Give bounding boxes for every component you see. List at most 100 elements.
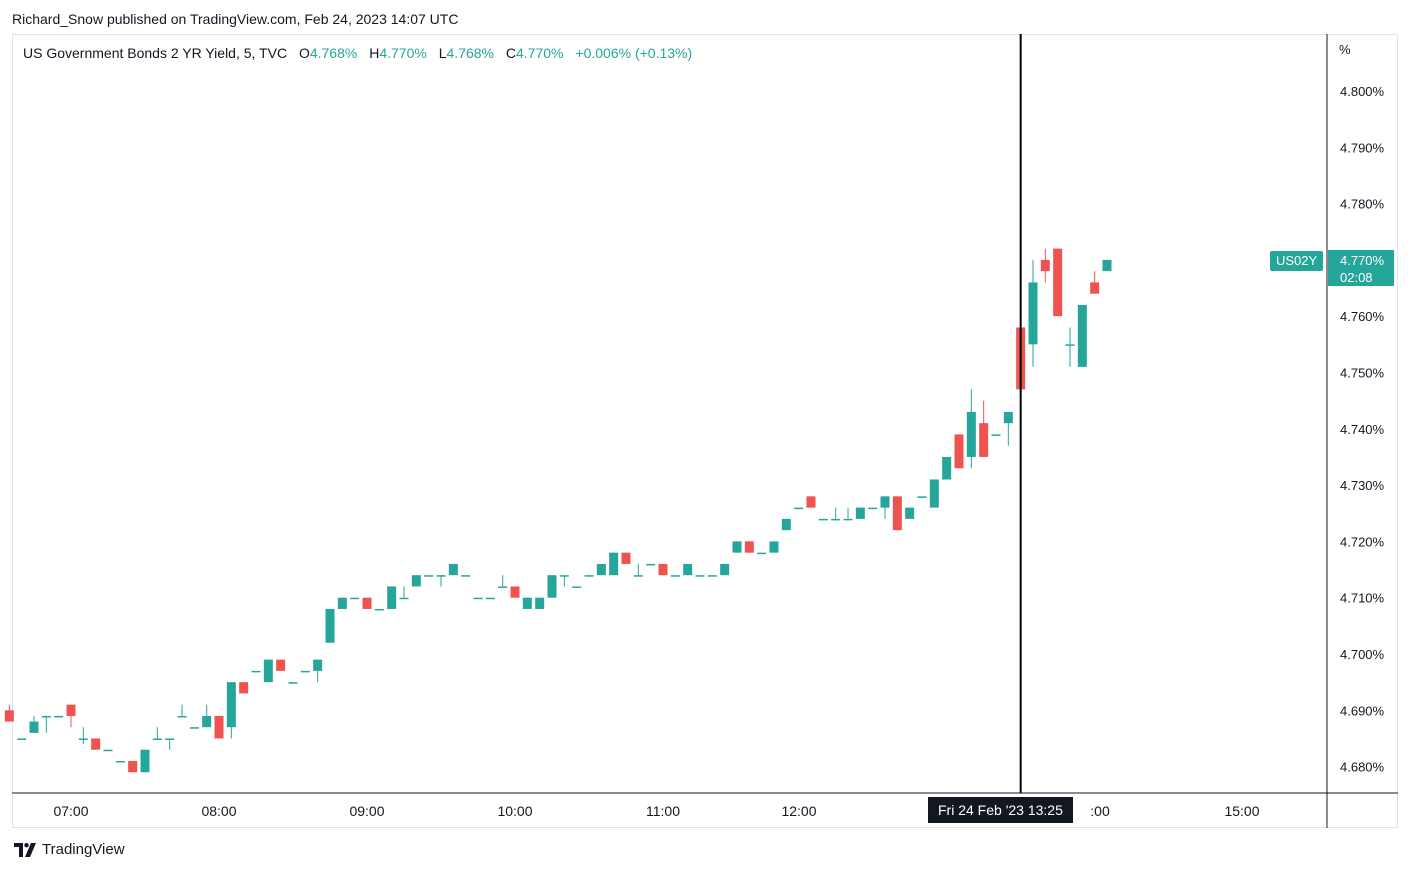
candle-body <box>744 541 754 553</box>
candle-body <box>485 597 495 600</box>
candle-body <box>239 682 249 694</box>
candle-body <box>979 423 989 457</box>
candle-body <box>584 575 594 577</box>
candle-body <box>251 670 261 673</box>
candle-body <box>942 456 952 480</box>
candle-body <box>991 434 1001 436</box>
x-tick-label: 11:00 <box>646 803 680 819</box>
y-tick-label: 4.750% <box>1340 366 1385 381</box>
candle-body <box>288 682 298 684</box>
candle-body <box>461 575 471 577</box>
candle-body <box>1053 248 1063 317</box>
y-tick-label: 4.740% <box>1340 422 1385 437</box>
candle-body <box>91 738 101 750</box>
publisher-line: Richard_Snow published on TradingView.co… <box>12 11 459 27</box>
candle-body <box>325 608 335 643</box>
y-tick-label: 4.760% <box>1340 309 1385 324</box>
tradingview-logo[interactable]: TradingView <box>14 841 125 858</box>
candle-body <box>387 586 397 609</box>
x-tick-label: 08:00 <box>201 803 236 819</box>
candle-body <box>115 760 125 763</box>
candle-body <box>362 597 372 609</box>
candle-body <box>880 496 890 508</box>
symbol-label: US02Y <box>1270 251 1324 271</box>
last-price-value: 4.770% <box>1340 253 1385 268</box>
chart-frame <box>12 34 1398 828</box>
candle-body <box>103 749 113 752</box>
x-tick-label: 09:00 <box>349 803 384 819</box>
candle-body <box>1040 259 1050 272</box>
candle-body <box>350 597 360 600</box>
candle-body <box>905 507 915 519</box>
candle-body <box>510 586 520 598</box>
candle-body <box>300 670 310 673</box>
candles-group <box>4 248 1112 773</box>
last-price-label: 4.770% 02:08 <box>1328 250 1394 286</box>
candle-body <box>411 575 421 587</box>
candle-body <box>707 575 717 577</box>
candle-body <box>522 597 532 609</box>
y-tick-label: 4.690% <box>1340 703 1385 718</box>
legend-low-key: L <box>438 45 447 61</box>
candle-body <box>1102 259 1112 272</box>
candle-body <box>152 738 162 740</box>
legend-title: US Government Bonds 2 YR Yield, 5, TVC <box>23 45 288 61</box>
candle-body <box>757 552 767 555</box>
candle-body <box>41 715 51 718</box>
candle-body <box>1003 411 1013 424</box>
legend-open-key: O <box>298 45 310 61</box>
candle-body <box>177 715 187 718</box>
y-tick-label: 4.780% <box>1340 197 1385 212</box>
candle-body <box>128 760 138 773</box>
x-tick-label: 12:00 <box>781 803 816 819</box>
candle-body <box>831 518 841 521</box>
x-tick-label: :00 <box>1090 803 1110 819</box>
candle-body <box>794 507 804 510</box>
candle-body <box>572 586 582 588</box>
candle-body <box>337 597 347 609</box>
legend-high-key: H <box>369 45 380 61</box>
candle-body <box>29 721 39 733</box>
y-tick-label: 4.680% <box>1340 760 1385 775</box>
candle-body <box>917 496 927 498</box>
crosshair-time-label: Fri 24 Feb '23 13:25 <box>928 797 1073 823</box>
y-tick-label: 4.700% <box>1340 647 1385 662</box>
candle-body <box>621 552 631 564</box>
candle-body <box>263 659 273 683</box>
candle-body <box>855 507 865 519</box>
candle-body <box>448 563 458 576</box>
countdown-value: 02:08 <box>1340 270 1373 285</box>
candle-body <box>399 597 409 600</box>
candle-body <box>165 738 175 740</box>
candle-body <box>670 575 680 577</box>
candle-body <box>276 659 286 671</box>
price-axis: 4.680% 4.690% 4.700% 4.710% 4.720% 4.730% 4.74… <box>1340 84 1385 775</box>
candle-body <box>78 738 88 740</box>
candle-body <box>66 704 76 716</box>
candle-body <box>806 496 816 508</box>
candle-body <box>189 727 199 729</box>
candle-body <box>17 738 27 740</box>
chart-legend: US Government Bonds 2 YR Yield, 5, TVC O… <box>23 45 692 61</box>
legend-close-key: C <box>505 45 517 61</box>
candle-body <box>54 715 64 718</box>
y-tick-label: 4.710% <box>1340 591 1385 606</box>
legend-open-value: 4.768% <box>309 45 358 61</box>
candle-body <box>140 749 150 773</box>
legend-close-value: 4.770% <box>516 45 564 61</box>
candle-body <box>954 434 964 469</box>
candle-body <box>424 575 434 577</box>
y-tick-label: 4.720% <box>1340 534 1385 549</box>
candle-body <box>892 496 902 531</box>
candle-body <box>658 563 668 576</box>
candle-body <box>202 715 212 728</box>
candle-body <box>646 563 656 566</box>
candle-body <box>1077 304 1087 367</box>
candle-body <box>683 563 693 576</box>
candle-body <box>226 682 236 728</box>
x-tick-label: 15:00 <box>1224 803 1259 819</box>
y-tick-label: 4.730% <box>1340 478 1385 493</box>
y-tick-label: 4.790% <box>1340 140 1385 155</box>
candle-body <box>559 575 569 577</box>
